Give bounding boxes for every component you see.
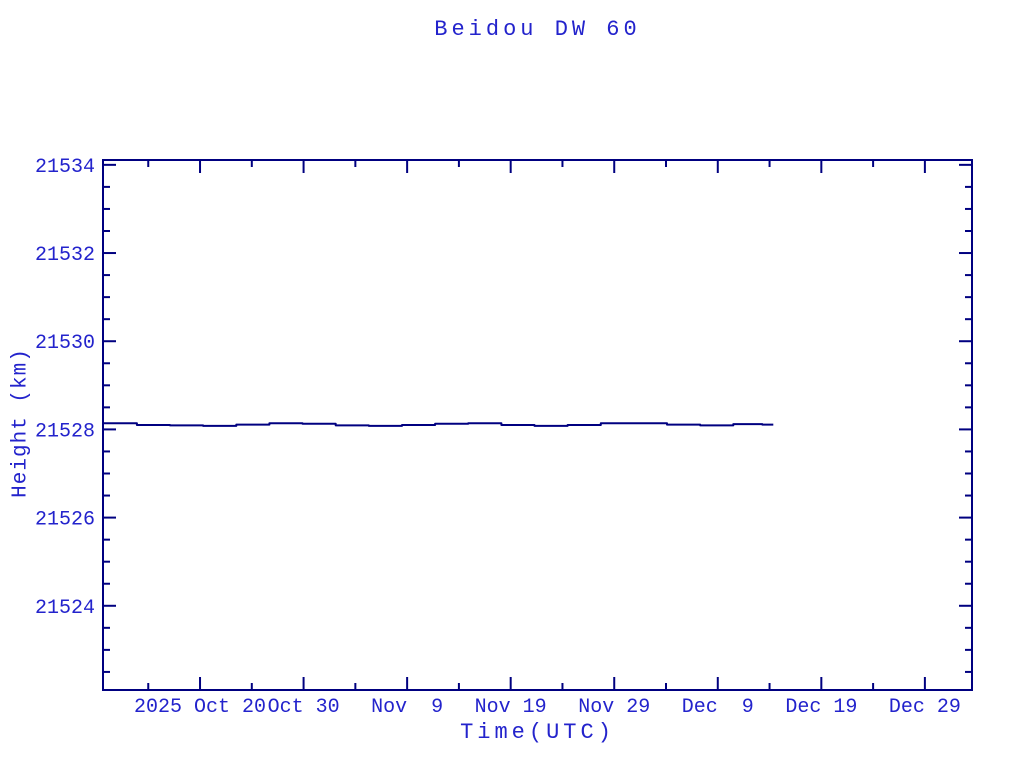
x-tick-label: Oct 30 [268, 696, 340, 719]
x-tick-label: Nov 9 [371, 696, 443, 719]
x-tick-label: Nov 29 [578, 696, 650, 719]
y-tick-label: 21524 [35, 597, 95, 620]
x-tick-label: Dec 19 [785, 696, 857, 719]
x-tick-label: Dec 29 [889, 696, 961, 719]
y-tick-label: 21532 [35, 244, 95, 267]
chart-title: Beidou DW 60 [434, 17, 641, 42]
x-tick-label: Dec 9 [682, 696, 754, 719]
x-axis-title: Time(UTC) [460, 720, 615, 745]
x-tick-label: 2025 Oct 20 [134, 696, 266, 719]
y-tick-label: 21534 [35, 156, 95, 179]
y-tick-label: 21526 [35, 509, 95, 532]
x-tick-label: Nov 19 [475, 696, 547, 719]
y-tick-label: 21528 [35, 420, 95, 443]
y-axis-title: Height (km) [9, 348, 33, 498]
data-line [103, 422, 774, 427]
plot-frame [102, 159, 973, 691]
y-tick-label: 21530 [35, 332, 95, 355]
